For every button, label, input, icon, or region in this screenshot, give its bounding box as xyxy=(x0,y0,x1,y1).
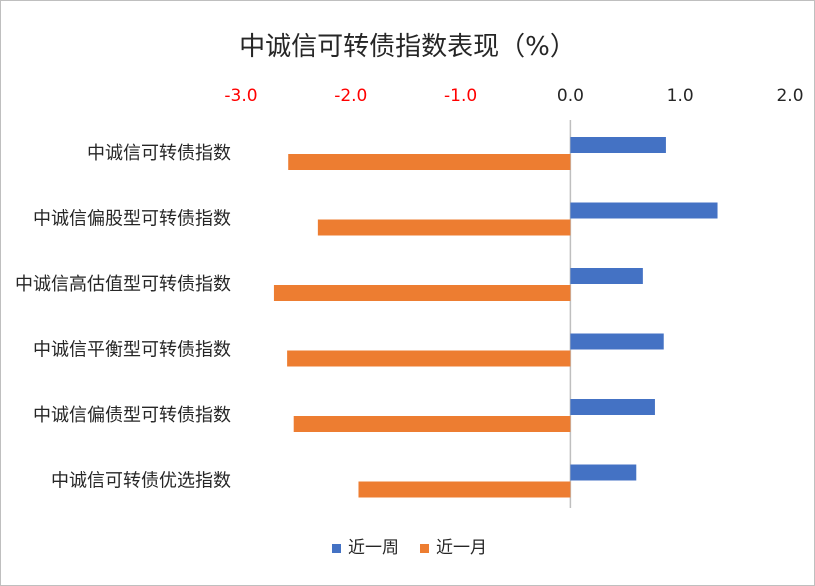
bar-week xyxy=(570,268,643,284)
bar-month xyxy=(293,416,571,432)
x-tick-label: 1.0 xyxy=(667,86,694,106)
legend-label: 近一月 xyxy=(436,538,487,558)
bar-month xyxy=(288,154,571,170)
bar-month xyxy=(358,481,571,498)
category-label: 中诚信偏债型可转债指数 xyxy=(33,405,231,426)
x-tick-label: 0.0 xyxy=(557,86,584,106)
x-tick-label: -1.0 xyxy=(444,86,477,106)
bar-week xyxy=(570,333,664,350)
bar-week xyxy=(570,399,655,415)
legend-swatch xyxy=(332,544,341,553)
category-label: 中诚信高估值型可转债指数 xyxy=(15,274,231,295)
bar-week xyxy=(570,202,718,219)
bar-week xyxy=(570,464,637,481)
x-tick-label: -2.0 xyxy=(334,86,367,106)
x-tick-label: -3.0 xyxy=(224,86,257,106)
bar-month xyxy=(317,219,571,236)
bar-month xyxy=(287,350,571,367)
x-tick-label: 2.0 xyxy=(776,86,803,106)
legend-label: 近一周 xyxy=(348,538,399,558)
category-label: 中诚信偏股型可转债指数 xyxy=(33,209,231,230)
category-label: 中诚信可转债指数 xyxy=(87,143,231,164)
category-label: 中诚信可转债优选指数 xyxy=(51,471,231,492)
legend-swatch xyxy=(420,544,429,553)
bar-month xyxy=(273,285,571,301)
chart-title: 中诚信可转债指数表现（%） xyxy=(239,32,576,62)
bar-week xyxy=(570,137,666,153)
category-label: 中诚信平衡型可转债指数 xyxy=(33,340,231,361)
